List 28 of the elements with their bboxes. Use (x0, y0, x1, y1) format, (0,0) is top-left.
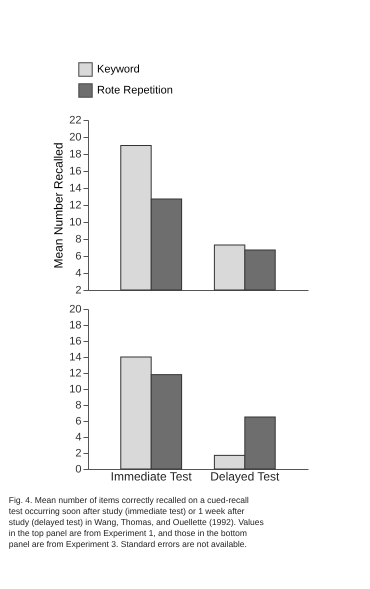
y-tick-label: 10 (69, 216, 82, 228)
caption: Fig. 4. Mean number of items correctly recalled on a cued-recall test occurring soon after study (immediate test) or 1 week after study (delayed test) in Wang, Thomas, and Ouellette (1992). Values in the top panel are from Experiment 1, and those in the bottom panel are from Experiment 3. Standard errors are not available. (8, 495, 264, 549)
y-tick-label: 18 (69, 148, 82, 160)
y-tick-label: 18 (69, 320, 82, 332)
y-tick-label: 2 (75, 284, 82, 296)
x-tick-label: Immediate Test (110, 470, 192, 484)
y-tick-label: 4 (75, 432, 82, 444)
y-tick-label: 4 (75, 268, 82, 280)
y-tick-label: 12 (69, 368, 82, 380)
y-tick-label: 8 (75, 234, 82, 246)
y-tick-label: 14 (69, 182, 82, 194)
y-tick-label: 22 (69, 114, 82, 126)
y-tick-label: 20 (69, 132, 82, 144)
y-tick-label: 0 (75, 464, 82, 476)
x-tick-label: Delayed Test (210, 470, 280, 484)
y-tick-label: 2 (75, 448, 82, 460)
y-tick-label: 20 (69, 304, 82, 316)
legend-label: Rote Repetition (97, 84, 173, 96)
y-tick-label: 6 (75, 250, 82, 262)
y-tick-label: 6 (75, 416, 82, 428)
y-tick-label: 14 (69, 352, 82, 364)
y-tick-label: 16 (69, 166, 82, 178)
y-axis-title: Mean Number Recalled (51, 142, 66, 269)
y-tick-label: 10 (69, 384, 82, 396)
y-tick-label: 8 (75, 400, 82, 412)
y-tick-label: 12 (69, 200, 82, 212)
legend-label: Keyword (97, 64, 140, 76)
y-tick-label: 16 (69, 336, 82, 348)
